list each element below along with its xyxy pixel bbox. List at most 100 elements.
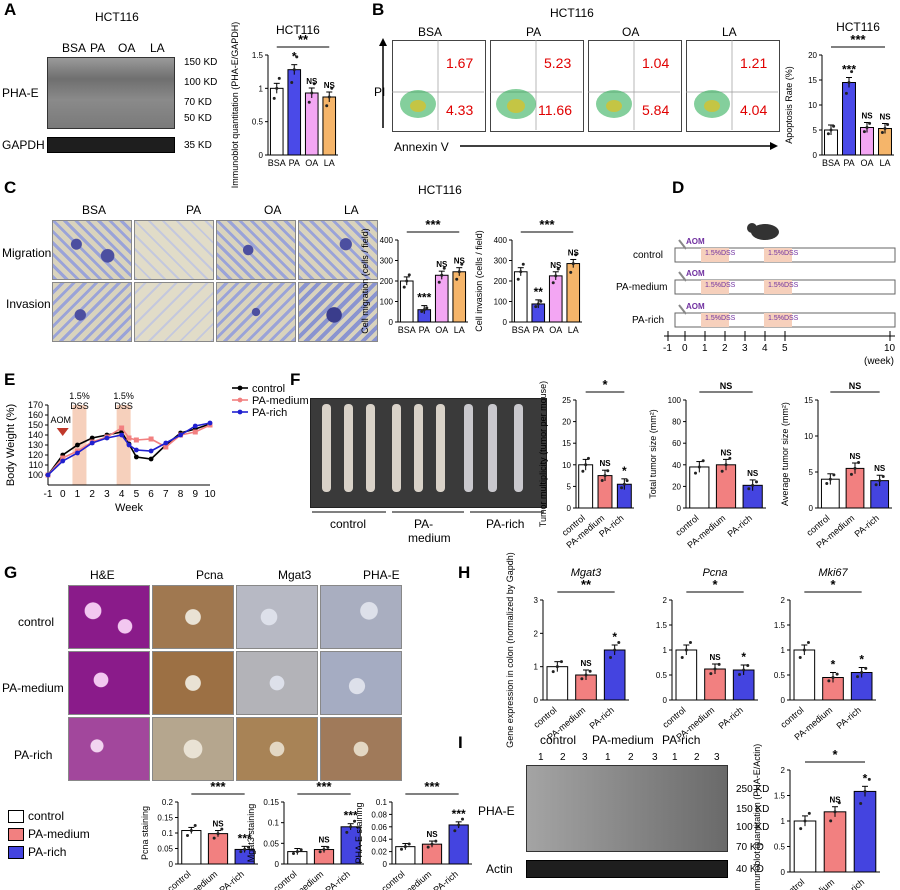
G-phae-ytick-label: 0.02 <box>371 848 387 857</box>
I-quant-point <box>833 810 837 814</box>
H-pcna-point <box>738 673 742 676</box>
F-total-ytick-label: 20 <box>672 482 681 491</box>
G-mgat3-point <box>326 845 330 849</box>
C-invasion-sig: NS <box>568 248 580 257</box>
H-mki67-bracket-sig: * <box>830 577 836 592</box>
F-total-ytick-label: 60 <box>672 439 681 448</box>
H-mgat3-point <box>584 673 588 677</box>
I-quant-point <box>863 789 867 793</box>
H-mgat3-ytick-label: 1 <box>534 663 539 672</box>
C-invasion-point <box>536 302 540 306</box>
C-invasion-ytick-label: 0 <box>503 318 508 327</box>
B-apoptosis-point <box>880 130 884 134</box>
weight-point-PA-rich <box>148 448 154 454</box>
F-total-point <box>701 459 705 463</box>
A-quant-point <box>295 55 299 59</box>
G-mgat3-point <box>322 848 326 852</box>
weight-point-PA-rich <box>207 420 213 426</box>
legend-control: control <box>28 809 65 823</box>
G-phae-point <box>461 817 465 821</box>
colon-group-pa-rich: PA-rich <box>486 517 525 531</box>
G-pcna-point <box>189 829 193 833</box>
F-multiplicity-ytick-label: 10 <box>562 461 571 470</box>
G-phae-ytick-label: 0.06 <box>371 823 387 832</box>
B-apoptosis-ytick-label: 0 <box>813 151 818 160</box>
H-mki67-point <box>835 672 839 676</box>
H-mgat3-bracket-sig: ** <box>581 577 592 592</box>
I-quant-point <box>837 801 841 805</box>
C-invasion-point <box>539 299 543 303</box>
blot-i-group-pa-rich: PA-rich <box>662 733 701 747</box>
H-mgat3-sig: NS <box>580 659 592 668</box>
dss-control-2: 1.5%DSS <box>768 250 799 257</box>
G-phae-bar <box>448 824 469 865</box>
ihc-title-mgat3: Mgat3 <box>278 568 312 582</box>
B-apoptosis-ytick-label: 5 <box>813 126 818 135</box>
G-phae-ytick-label: 0.08 <box>371 810 387 819</box>
H-mgat3-ytick-label: 2 <box>534 629 539 638</box>
G-phae-point <box>399 847 403 851</box>
lane-oa: OA <box>118 41 136 55</box>
timeline-group-pa-medium: PA-medium <box>616 282 668 293</box>
H-mgat3-xtick-label: PA-rich <box>587 705 616 731</box>
ihc-pcna-pa-medium <box>152 651 234 715</box>
C-migration-bar <box>452 271 467 323</box>
B-apoptosis-point <box>868 121 872 125</box>
flow-title-pa: PA <box>526 25 542 39</box>
flow-plot-oa <box>588 40 682 132</box>
lane-i-7: 1 <box>672 752 678 763</box>
A-quant-point <box>327 95 331 99</box>
lane-la: LA <box>150 41 165 55</box>
marker-i-100: 100 KD <box>736 822 770 833</box>
C-migration-point <box>457 270 461 274</box>
weight-legend-PA-medium: PA-medium <box>252 395 309 407</box>
B-apoptosis-point <box>844 91 848 95</box>
B-apoptosis-xtick-label: PA <box>843 158 854 168</box>
ihc-row-pa-rich: PA-rich <box>14 748 53 762</box>
G-mgat3-sig: *** <box>344 809 358 823</box>
C-migration-point <box>402 285 406 289</box>
weight-legend-marker-PA-medium <box>237 397 243 403</box>
A-quant-point <box>292 68 296 72</box>
H-mki67-point <box>806 641 810 644</box>
C-invasion-point <box>556 267 560 271</box>
A-quant-point <box>330 86 334 90</box>
weight-point-PA-rich <box>178 432 183 438</box>
marker-i-40: 40 KD <box>736 864 764 875</box>
H-mki67-ytick-label: 1.5 <box>774 621 786 630</box>
H-mki67-title: Mki67 <box>818 567 848 579</box>
B-apoptosis-point <box>850 70 854 74</box>
pha-e-blot-i <box>526 765 728 852</box>
B-apoptosis-point <box>829 128 833 132</box>
H-mki67-point <box>864 666 868 670</box>
B-apoptosis-ytick-label: 15 <box>808 76 817 85</box>
aom-arrow-icon <box>56 428 69 436</box>
weight-point-PA-rich <box>60 458 66 464</box>
G-pcna-sig: NS <box>212 820 224 829</box>
H-pcna-point <box>688 641 692 644</box>
marker-150: 150 KD <box>184 57 218 68</box>
flow-ur-la: 1.21 <box>740 55 768 71</box>
H-mki67-sig: * <box>831 658 836 672</box>
G-pcna-point <box>220 827 224 831</box>
G-phae-ylabel: PHA-E staining <box>354 802 364 863</box>
C-migration-point <box>420 310 424 314</box>
A-quant-sig: NS <box>324 81 336 90</box>
flow-lr-pa: 11.66 <box>538 102 572 118</box>
F-average-point <box>832 473 836 477</box>
C-invasion-sig: NS <box>550 261 562 270</box>
legend-swatch-pa-medium <box>8 828 24 841</box>
F-average-ytick-label: 15 <box>804 396 813 405</box>
F-total-point <box>755 480 759 484</box>
weight-xtick-label: 0 <box>60 489 66 500</box>
weight-xtick-label: 10 <box>204 489 216 500</box>
dss-pa-medium-1: 1.5%DSS <box>705 282 736 289</box>
I-quant-bar <box>793 820 817 873</box>
H-mki67-bar <box>793 649 816 701</box>
F-multiplicity-ytick-label: 15 <box>562 439 571 448</box>
F-total-ylabel: Total tumor size (mm²) <box>648 409 658 499</box>
panel-c-cell-line: HCT116 <box>418 183 462 197</box>
C-invasion-point <box>521 262 525 266</box>
B-apoptosis-sig: *** <box>842 63 856 77</box>
